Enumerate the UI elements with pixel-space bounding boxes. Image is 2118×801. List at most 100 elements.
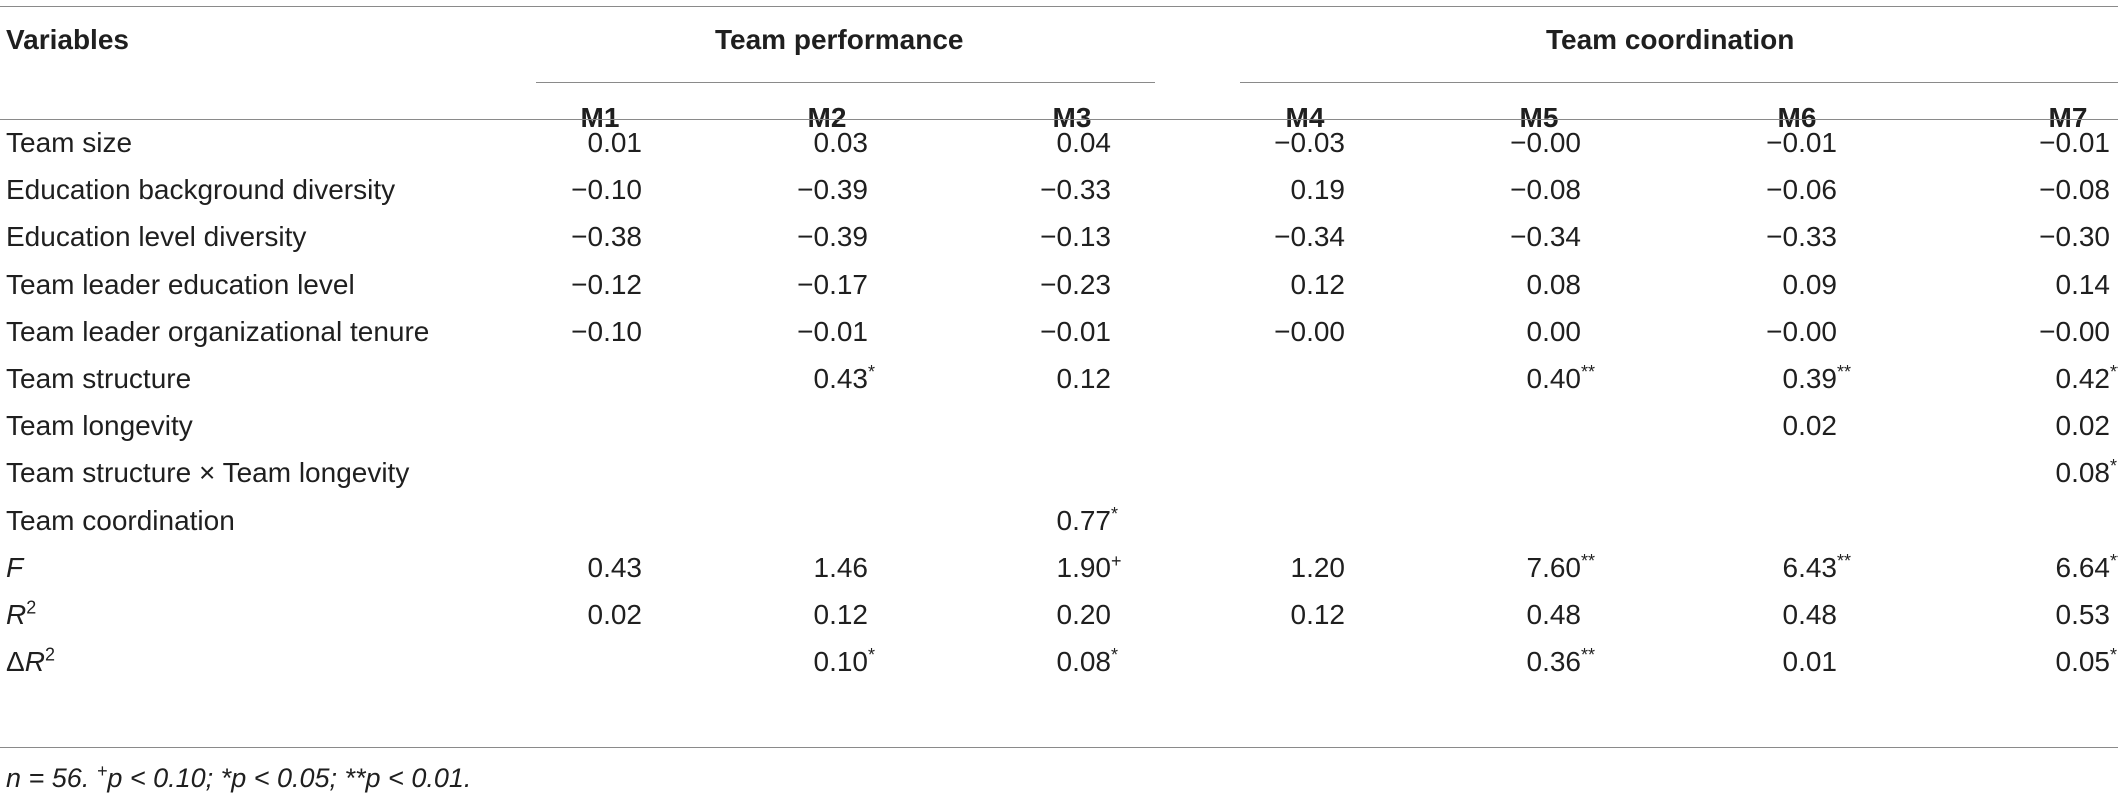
cell-value: −0.34	[1274, 221, 1345, 252]
table-cell: 0.02	[1637, 410, 1838, 442]
cell-value: 0.48	[1526, 599, 1582, 630]
table-cell: 0.20	[911, 599, 1112, 631]
header-bottom-rule	[0, 119, 2118, 120]
cell-value: 0.04	[1056, 127, 1112, 158]
cell-value: 0.10	[813, 646, 869, 677]
header-m5: M5	[1519, 102, 1559, 133]
table-cell: 0.03	[668, 127, 869, 159]
cell-value: 1.90	[1056, 552, 1112, 583]
row-label: Education level diversity	[6, 221, 306, 253]
row-label-superscript: 2	[26, 597, 37, 618]
table-cell: 0.12	[911, 363, 1112, 395]
cell-value: 1.20	[1290, 552, 1346, 583]
cell-value: −0.10	[571, 316, 642, 347]
table-cell: −0.39	[668, 174, 868, 206]
table-cell: 7.60**	[1526, 550, 1596, 583]
row-label-symbol: R	[6, 599, 27, 630]
table-cell: 0.02	[442, 599, 643, 631]
table-cell: 0.12	[1145, 599, 1346, 631]
table-cell: −0.34	[1145, 221, 1345, 253]
cell-value: 0.12	[1056, 363, 1112, 394]
row-label: F	[6, 552, 23, 584]
cell-value: 0.43	[813, 363, 869, 394]
table-cell: 1.20	[1145, 552, 1346, 584]
cell-value: 0.48	[1782, 599, 1838, 630]
row-label: Education background diversity	[6, 174, 395, 206]
table-cell: 0.00	[1381, 316, 1582, 348]
table-cell: 6.64**	[2055, 550, 2118, 583]
cell-value: 0.43	[587, 552, 643, 583]
table-cell: 0.40**	[1526, 361, 1596, 394]
cell-value: −0.00	[1510, 127, 1581, 158]
row-label-text: Team longevity	[6, 410, 193, 441]
table-cell: 0.09	[1637, 269, 1838, 301]
row-label-text: Team leader organizational tenure	[6, 316, 430, 347]
cell-value: 0.12	[813, 599, 869, 630]
row-label-symbol: F	[6, 552, 24, 583]
table-cell: −0.01	[668, 316, 868, 348]
table-cell: −0.39	[668, 221, 868, 253]
table-cell: 0.08*	[2055, 455, 2118, 488]
cell-value: −0.12	[571, 269, 642, 300]
row-label-symbol: R	[24, 646, 45, 677]
table-cell: 0.12	[668, 599, 869, 631]
cell-value: 0.01	[1782, 646, 1838, 677]
table-cell: 6.43**	[1782, 550, 1852, 583]
cell-value: 0.05	[2055, 646, 2111, 677]
cell-value: −0.01	[797, 316, 868, 347]
header-m2: M2	[807, 102, 847, 133]
cell-value: 0.02	[2055, 410, 2111, 441]
table-cell: 0.77*	[1056, 503, 1119, 536]
cell-value: 0.39	[1782, 363, 1838, 394]
cell-value: −0.38	[571, 221, 642, 252]
cell-value: −0.17	[797, 269, 868, 300]
cell-value: 0.42	[2055, 363, 2111, 394]
cell-value: −0.00	[1274, 316, 1345, 347]
table-cell: −0.30	[1910, 221, 2110, 253]
table-cell: 1.90+	[1056, 550, 1122, 583]
row-label: Team longevity	[6, 410, 193, 442]
table-cell: 0.14	[1910, 269, 2111, 301]
table-cell: 0.04	[911, 127, 1112, 159]
table-cell: 0.39**	[1782, 361, 1852, 394]
table-cell: −0.10	[442, 174, 642, 206]
header-team-coordination: Team coordination	[1546, 24, 1795, 55]
cell-value: 6.43	[1782, 552, 1838, 583]
header-variables: Variables	[6, 24, 129, 55]
table-cell: −0.00	[1910, 316, 2110, 348]
table-cell: −0.33	[1637, 221, 1837, 253]
table-cell: −0.03	[1145, 127, 1345, 159]
row-label-text: Education background diversity	[6, 174, 396, 205]
note-plus-sup: +	[96, 761, 108, 781]
cell-value: −0.01	[2039, 127, 2110, 158]
cell-value: −0.01	[1766, 127, 1837, 158]
cell-value: 0.08	[1056, 646, 1112, 677]
cell-value: −0.33	[1766, 221, 1837, 252]
cell-value: 1.46	[813, 552, 869, 583]
cell-value: −0.00	[2039, 316, 2110, 347]
row-label: Team leader education level	[6, 269, 355, 301]
row-label-text: Team structure	[6, 363, 192, 394]
table-cell: 0.53	[1910, 599, 2111, 631]
row-label-superscript: 2	[44, 644, 55, 665]
table-cell: −0.01	[1637, 127, 1837, 159]
table-cell: −0.33	[911, 174, 1111, 206]
row-label: Team structure × Team longevity	[6, 457, 409, 489]
cell-value: −0.06	[1766, 174, 1837, 205]
table-cell: 0.01	[1637, 646, 1838, 678]
table-cell: 0.43	[442, 552, 643, 584]
cell-value: −0.34	[1510, 221, 1581, 252]
cell-value: 0.03	[813, 127, 869, 158]
cell-value: 7.60	[1526, 552, 1582, 583]
table-cell: −0.08	[1910, 174, 2110, 206]
cell-value: 0.02	[1782, 410, 1838, 441]
table-cell: 0.01	[442, 127, 643, 159]
cell-value: −0.30	[2039, 221, 2110, 252]
cell-value: 0.19	[1290, 174, 1346, 205]
cell-value: −0.39	[797, 174, 868, 205]
table-cell: 0.36**	[1526, 644, 1596, 677]
table-cell: 0.02	[1910, 410, 2111, 442]
header-m6: M6	[1777, 102, 1817, 133]
cell-value: 0.12	[1290, 269, 1346, 300]
